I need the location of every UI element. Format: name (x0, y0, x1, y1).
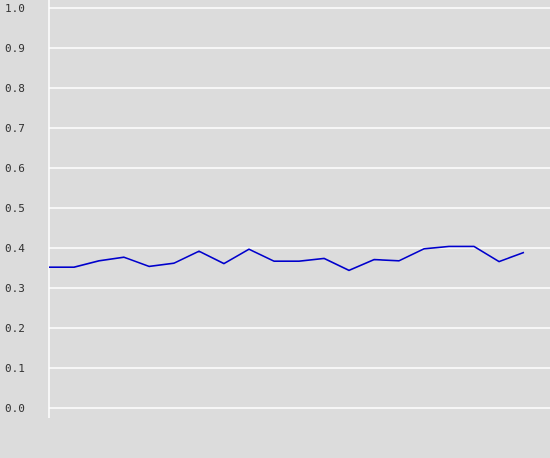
y-tick-label: 0.8 (5, 82, 25, 95)
y-tick-label: 0.1 (5, 362, 25, 375)
series-layer (48, 245, 525, 272)
y-tick-label: 0.7 (5, 122, 25, 135)
grid-layer (49, 7, 550, 409)
y-tick-label: 0.3 (5, 282, 25, 295)
y-tick-label: 0.0 (5, 402, 25, 415)
y-tick-label: 0.4 (5, 242, 25, 255)
y-tick-label: 0.5 (5, 202, 25, 215)
y-axis: 0.0 0.1 0.2 0.3 0.4 0.5 0.6 0.7 0.8 0.9 1.0 (5, 0, 50, 418)
y-tick-label: 0.2 (5, 322, 25, 335)
y-tick-label: 0.6 (5, 162, 25, 175)
series-line (49, 245, 525, 272)
y-tick-label: 0.9 (5, 42, 25, 55)
y-tick-label: 1.0 (5, 2, 25, 15)
